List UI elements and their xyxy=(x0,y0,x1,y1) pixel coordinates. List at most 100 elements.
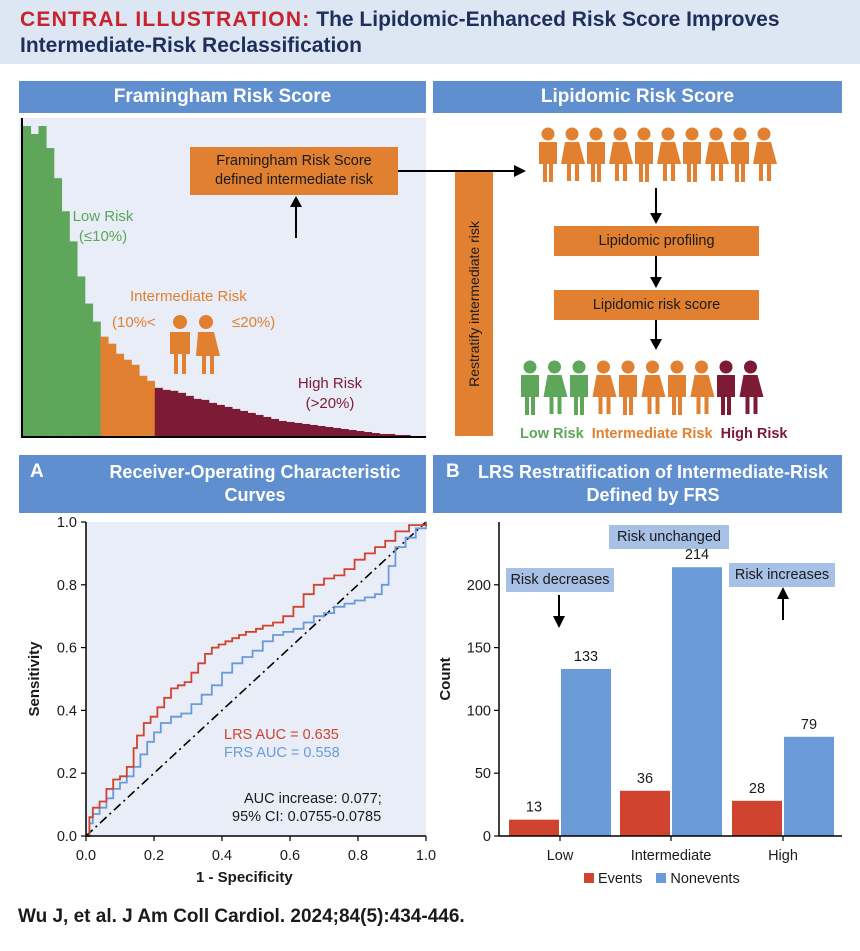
histogram-bar xyxy=(333,427,342,437)
person-body xyxy=(753,142,777,181)
person-head xyxy=(613,127,627,141)
histogram-bar xyxy=(278,420,287,437)
panelB-letter: B xyxy=(446,461,460,482)
bar-y-tick-label: 50 xyxy=(475,766,491,782)
box-line2: defined intermediate risk xyxy=(215,172,373,188)
histogram-bar xyxy=(147,380,156,437)
low-risk-label: Low Risk xyxy=(72,208,134,225)
person-icon xyxy=(635,127,653,182)
person-head xyxy=(597,360,610,374)
lipidomic-header: Lipidomic Risk Score xyxy=(433,81,842,113)
histogram-bar xyxy=(364,431,373,437)
histogram-bar xyxy=(170,390,179,437)
panelB-header xyxy=(433,455,842,513)
person-head xyxy=(646,360,659,374)
person-head xyxy=(733,127,747,141)
histogram-bar xyxy=(85,303,94,437)
histogram-bar xyxy=(247,412,256,437)
histogram-bar xyxy=(263,416,272,437)
person-icon xyxy=(731,127,749,182)
histogram-bar xyxy=(224,406,233,437)
person-icon xyxy=(609,127,633,181)
person-icon xyxy=(521,360,539,415)
bottom-people-row xyxy=(521,360,764,415)
person-head xyxy=(589,127,603,141)
person-head xyxy=(757,127,771,141)
histogram-bar xyxy=(54,178,63,438)
bar-legend: Events Nonevents xyxy=(584,871,740,887)
person-body xyxy=(609,142,633,181)
histogram-bar xyxy=(23,126,32,437)
low-risk-annotation: Low Risk (≤10%) xyxy=(62,207,144,247)
histogram-bar xyxy=(46,148,55,437)
person-icon xyxy=(668,360,686,415)
box-line1: Framingham Risk Score xyxy=(216,153,372,169)
histogram-bar xyxy=(116,353,125,437)
person-head xyxy=(523,360,537,374)
arrow-to-box-head xyxy=(290,196,302,207)
person-body xyxy=(668,375,686,415)
title-text-line1: The Lipidomic-Enhanced Risk Score Improv… xyxy=(316,8,780,31)
low-risk-range: (≤10%) xyxy=(78,228,128,245)
risk-unchanged-label: Risk unchanged xyxy=(609,525,729,549)
person-head xyxy=(661,127,675,141)
panelB-title-line1: LRS Restratification of Intermediate-Ris… xyxy=(477,462,829,482)
bar-axis-ticks: 0 50 100 150 200 xyxy=(467,578,499,845)
legend-high-risk: High Risk xyxy=(720,426,788,442)
histogram-bar xyxy=(325,426,334,437)
bar-data-label: 36 xyxy=(637,771,653,787)
panelA-title-line2: Curves xyxy=(224,485,286,505)
person-body xyxy=(619,375,637,415)
roc-y-tick-label: 0.2 xyxy=(57,766,77,782)
intermediate-risk-right: ≤20%) xyxy=(232,314,276,331)
bar-y-tick-label: 100 xyxy=(467,703,491,719)
auc-ci-label: 95% CI: 0.0755-0.0785 xyxy=(232,809,382,825)
frs-auc-label: FRS AUC = 0.558 xyxy=(224,745,340,761)
roc-frs-curve xyxy=(86,522,427,837)
person-body xyxy=(521,375,539,415)
risk-increases-label: Risk increases xyxy=(729,563,835,587)
person-head xyxy=(621,360,635,374)
person-icon xyxy=(657,127,681,181)
histogram-bar xyxy=(193,398,202,437)
person-icon xyxy=(641,360,666,414)
histogram-bar xyxy=(162,389,171,437)
bar-data-label: 79 xyxy=(801,717,817,733)
bar-y-tick-label: 200 xyxy=(467,578,491,594)
histogram-bar xyxy=(154,387,163,437)
person-head xyxy=(637,127,651,141)
bar-category-label: Low xyxy=(547,848,574,864)
roc-x-label: 1 - Specificity xyxy=(196,869,293,886)
roc-lrs-curve xyxy=(86,522,427,837)
histogram-bar xyxy=(402,434,411,437)
roc-x-tick-label: 0.0 xyxy=(76,848,96,864)
histogram-bar xyxy=(379,433,388,437)
person-body xyxy=(717,375,735,415)
arrow-3-head xyxy=(650,339,662,350)
lipidomic-legend: Low Risk Intermediate Risk High Risk xyxy=(520,426,787,442)
person-body xyxy=(690,375,715,414)
bar-category-label: Intermediate xyxy=(631,848,712,864)
histogram-bar xyxy=(185,395,194,437)
panelB-title: LRS Restratification of Intermediate-Ris… xyxy=(470,461,836,507)
bar-data-label: 133 xyxy=(574,649,598,665)
person-icon xyxy=(739,360,764,414)
panelA-header xyxy=(19,455,426,513)
person-body xyxy=(539,142,557,182)
person-icon xyxy=(753,127,777,181)
person-head xyxy=(670,360,684,374)
histogram-bar xyxy=(216,404,225,437)
intermediate-risk-left: (10%< xyxy=(112,314,156,331)
legend-low-risk: Low Risk xyxy=(520,426,584,442)
histogram-bar xyxy=(100,336,109,437)
person-body xyxy=(705,142,729,181)
bar-nonevents xyxy=(784,736,834,836)
title-band xyxy=(0,0,860,64)
central-illustration-label: CENTRAL ILLUSTRATION: xyxy=(20,8,311,31)
histogram-bar xyxy=(348,429,357,437)
person-head xyxy=(548,360,561,374)
person-head xyxy=(565,127,579,141)
person-body xyxy=(739,375,764,414)
